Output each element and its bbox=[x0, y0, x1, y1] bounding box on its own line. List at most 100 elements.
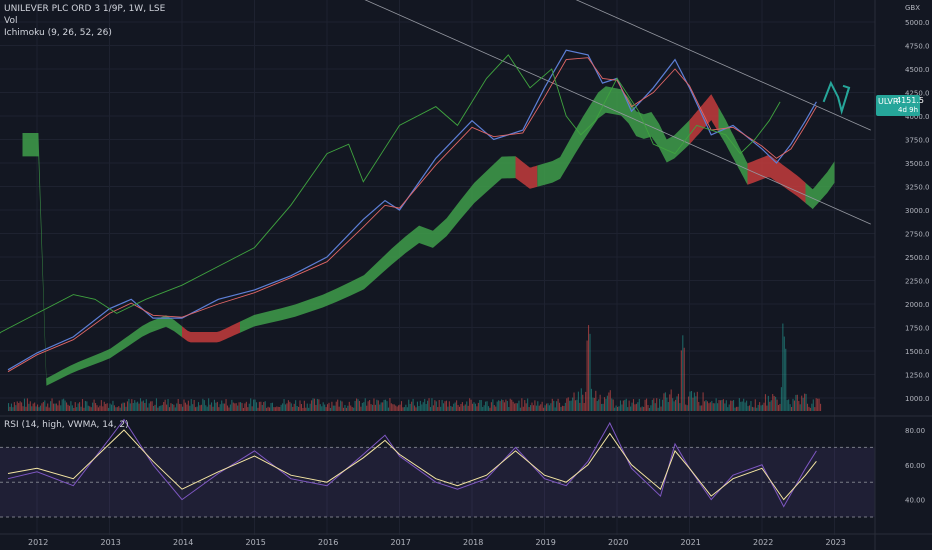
volume-bar bbox=[161, 404, 163, 411]
cloud-segment-bull bbox=[240, 156, 516, 333]
volume-bar bbox=[218, 407, 220, 411]
volume-bar bbox=[799, 404, 801, 411]
volume-bar bbox=[154, 404, 156, 411]
price-tick-label: 3500.0 bbox=[905, 160, 930, 168]
volume-bar bbox=[650, 405, 652, 411]
volume-bar bbox=[780, 387, 782, 411]
volume-bar bbox=[289, 401, 291, 411]
volume-bar bbox=[444, 401, 446, 411]
volume-bar bbox=[102, 406, 104, 411]
volume-bar bbox=[374, 404, 376, 411]
volume-bar bbox=[219, 404, 221, 411]
volume-bar bbox=[673, 401, 675, 411]
volume-bar bbox=[515, 403, 517, 411]
volume-bar bbox=[171, 403, 173, 411]
time-tick-label: 2015 bbox=[246, 538, 266, 547]
volume-label[interactable]: Vol bbox=[4, 16, 18, 26]
volume-bar bbox=[255, 402, 258, 411]
volume-bar bbox=[405, 404, 407, 411]
volume-bar bbox=[750, 401, 752, 411]
price-badge[interactable]: ULVR 4151.5 4d 9h bbox=[876, 95, 924, 116]
volume-bar bbox=[229, 404, 231, 411]
volume-bar bbox=[121, 403, 123, 411]
ichimoku-label[interactable]: Ichimoku (9, 26, 52, 26) bbox=[4, 28, 112, 38]
badge-price: 4151.5 bbox=[896, 96, 924, 105]
volume-bar bbox=[490, 402, 492, 411]
volume-bar bbox=[482, 407, 484, 411]
volume-bar bbox=[734, 407, 736, 411]
volume-bar bbox=[254, 399, 256, 411]
volume-bar bbox=[139, 398, 142, 411]
volume-bar bbox=[701, 405, 703, 411]
volume-bar bbox=[463, 405, 465, 411]
volume-bar bbox=[16, 401, 18, 411]
volume-bar bbox=[163, 402, 165, 411]
volume-bar bbox=[769, 401, 771, 411]
volume-bar bbox=[438, 400, 440, 411]
currency-label: GBX bbox=[905, 4, 921, 12]
volume-bar bbox=[73, 407, 75, 411]
chart-title[interactable]: UNILEVER PLC ORD 3 1/9P, 1W, LSE bbox=[4, 4, 166, 14]
volume-bar bbox=[695, 396, 697, 411]
volume-bar bbox=[168, 407, 171, 411]
volume-bar bbox=[322, 402, 324, 411]
volume-bar bbox=[26, 398, 28, 411]
volume-bar bbox=[61, 399, 63, 411]
volume-bar bbox=[783, 336, 785, 411]
volume-bar bbox=[541, 401, 543, 411]
volume-bar bbox=[342, 407, 345, 411]
volume-bar bbox=[370, 404, 372, 411]
volume-bar bbox=[628, 400, 630, 411]
volume-bar bbox=[728, 404, 730, 411]
volume-bar bbox=[196, 406, 198, 411]
price-tick-label: 4750.0 bbox=[905, 43, 930, 51]
volume-bar bbox=[216, 401, 218, 411]
volume-bar bbox=[258, 401, 260, 411]
badge-countdown: 4d 9h bbox=[898, 106, 919, 114]
volume-bar bbox=[283, 399, 285, 411]
volume-bar bbox=[148, 403, 150, 411]
volume-bar bbox=[692, 397, 694, 411]
volume-bar bbox=[521, 398, 523, 411]
volume-bar bbox=[376, 399, 378, 411]
volume-bar bbox=[556, 401, 558, 411]
volume-bar bbox=[589, 333, 591, 411]
volume-bar bbox=[516, 403, 519, 411]
volume-bar bbox=[8, 403, 10, 411]
volume-bar bbox=[690, 390, 693, 411]
volume-bar bbox=[766, 405, 768, 411]
volume-bar bbox=[21, 402, 23, 411]
volume-bar bbox=[748, 405, 751, 411]
time-tick-label: 2014 bbox=[173, 538, 193, 547]
rsi-series-rsi bbox=[7, 418, 817, 508]
volume-bar bbox=[284, 404, 287, 411]
volume-bar bbox=[505, 399, 507, 411]
volume-bar bbox=[524, 400, 526, 411]
volume-bar bbox=[125, 406, 127, 411]
rsi-label[interactable]: RSI (14, high, VWMA, 14, 2) bbox=[4, 420, 129, 430]
volume-bar bbox=[557, 398, 559, 411]
volume-bar bbox=[737, 406, 739, 411]
volume-bar bbox=[788, 399, 790, 411]
volume-bar bbox=[551, 398, 553, 411]
volume-bar bbox=[213, 399, 215, 411]
volume-bar bbox=[592, 397, 594, 411]
volume-bar bbox=[131, 399, 133, 411]
volume-bar bbox=[709, 402, 711, 411]
volume-bar bbox=[576, 399, 578, 411]
series-chikou bbox=[0, 54, 781, 334]
volume-bar bbox=[469, 398, 471, 411]
volume-bar bbox=[682, 335, 684, 411]
volume-bar bbox=[34, 402, 36, 411]
volume-bar bbox=[60, 405, 62, 411]
volume-bar bbox=[718, 400, 720, 411]
volume-bar bbox=[208, 398, 210, 411]
volume-bar bbox=[762, 404, 764, 411]
volume-bar bbox=[479, 399, 481, 411]
price-tick-label: 4250.0 bbox=[905, 90, 930, 98]
volume-bar bbox=[340, 400, 342, 411]
volume-bar bbox=[10, 403, 12, 411]
volume-bar bbox=[318, 399, 320, 411]
volume-bar bbox=[137, 401, 139, 411]
volume-bar bbox=[240, 402, 242, 411]
